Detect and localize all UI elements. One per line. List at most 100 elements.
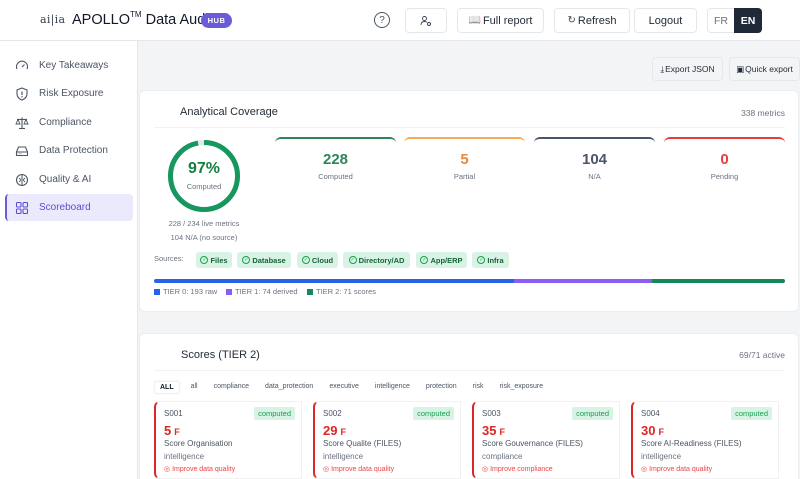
filter-risk[interactable]: risk (472, 383, 484, 390)
score-grade: F (658, 427, 664, 437)
filter-all[interactable]: all (190, 383, 198, 390)
user-gear-icon (420, 15, 431, 26)
sidebar-item-label: Key Takeaways (39, 60, 109, 71)
divider (154, 370, 785, 371)
stat-partial: 5 Partial (404, 137, 525, 187)
sidebar-item-label: Quality & AI (39, 174, 92, 185)
filter-executive[interactable]: executive (329, 383, 359, 390)
gauge-icon (15, 59, 29, 73)
stat-label: N/A (588, 172, 601, 181)
legend-tier1: TIER 1: 74 derived (226, 287, 298, 296)
status-badge: computed (572, 407, 613, 420)
stat-computed: 228 Computed (275, 137, 396, 187)
score-card-s002[interactable]: S002 computed 29 F Score Qualite (FILES) … (313, 401, 461, 479)
score-card-s004[interactable]: S004 computed 30 F Score AI-Readiness (FI… (631, 401, 779, 479)
export-json-button[interactable]: ⤓ Export JSON (652, 57, 723, 81)
check-circle-icon: ✓ (200, 256, 209, 264)
score-number: 30 (641, 423, 656, 438)
coverage-ring (168, 140, 240, 212)
logout-button[interactable]: Logout (634, 8, 697, 33)
action-label: Improve data quality (172, 466, 236, 473)
tier2-segment (652, 279, 785, 283)
sidebar-item-label: Scoreboard (39, 202, 91, 213)
sidebar-item-quality-ai[interactable]: Quality & AI (5, 166, 133, 193)
tier0-segment (154, 279, 515, 283)
filter-compliance[interactable]: compliance (213, 383, 250, 390)
score-number: 35 (482, 423, 497, 438)
source-chip-app-erp: ✓ App/ERP (416, 252, 467, 268)
legend-label: TIER 2: 71 scores (316, 287, 377, 296)
hub-badge: HUB (201, 13, 232, 28)
action-label: Improve compliance (490, 466, 553, 473)
legend-swatch (154, 288, 160, 295)
export-json-label: Export JSON (665, 64, 715, 74)
sidebar-item-label: Risk Exposure (39, 88, 104, 99)
status-badge: computed (254, 407, 295, 420)
sidebar-item-data-protection[interactable]: Data Protection (5, 137, 133, 164)
legend-swatch (307, 288, 313, 295)
brain-icon (15, 173, 29, 187)
stat-value: 104 (581, 151, 608, 168)
score-action-link[interactable]: ◎ Improve data quality (164, 465, 235, 473)
help-button[interactable]: ? (374, 12, 390, 28)
tier-distribution-bar (154, 279, 785, 283)
check-circle-icon: ✓ (301, 256, 310, 264)
score-category: compliance (482, 452, 523, 461)
chip-label: Infra (487, 255, 504, 265)
score-value: 29 F (323, 423, 346, 438)
score-id: S002 (323, 409, 342, 418)
filter-intelligence[interactable]: intelligence (374, 383, 410, 390)
filter-data-protection[interactable]: data_protection (265, 383, 314, 390)
sidebar: Key Takeaways Risk Exposure Compliance D… (0, 41, 138, 479)
quick-export-label: Quick export (745, 64, 793, 74)
quick-export-button[interactable]: ▣ Quick export (729, 57, 800, 81)
filter-protection[interactable]: protection (425, 383, 457, 390)
legend-tier0: TIER 0: 193 raw (154, 287, 217, 296)
score-number: 5 (164, 423, 172, 438)
score-action-link[interactable]: ◎ Improve data quality (323, 465, 394, 473)
trademark: TM (130, 10, 142, 19)
source-chip-cloud: ✓ Cloud (297, 252, 338, 268)
score-action-link[interactable]: ◎ Improve data quality (641, 465, 712, 473)
refresh-button[interactable]: ↻ Refresh (554, 8, 630, 33)
sidebar-item-compliance[interactable]: Compliance (5, 109, 133, 136)
user-settings-button[interactable] (405, 8, 447, 33)
legend-tier2: TIER 2: 71 scores (307, 287, 376, 296)
score-grade: F (340, 427, 346, 437)
score-action-link[interactable]: ◎ Improve compliance (482, 465, 553, 473)
legend-swatch (226, 288, 232, 295)
lang-en-button[interactable]: EN (734, 8, 762, 33)
chip-label: App/ERP (430, 255, 463, 265)
full-report-button[interactable]: 📖 Full report (457, 8, 544, 33)
score-grade: F (174, 427, 180, 437)
filter-ALL[interactable]: ALL (154, 381, 180, 394)
source-chip-database: ✓ Database (237, 252, 291, 268)
stat-label: Partial (453, 172, 476, 181)
action-label: Improve data quality (649, 466, 713, 473)
score-card-s003[interactable]: S003 computed 35 F Score Gouvernance (FIL… (472, 401, 620, 479)
sidebar-item-scoreboard[interactable]: Scoreboard (5, 194, 133, 221)
score-category: intelligence (164, 452, 205, 461)
grid-icon (15, 201, 29, 215)
sidebar-item-risk-exposure[interactable]: Risk Exposure (5, 80, 133, 107)
target-icon: ◎ (641, 466, 650, 473)
sidebar-item-key-takeaways[interactable]: Key Takeaways (5, 52, 133, 79)
score-name: Score Organisation (164, 439, 233, 448)
filter-risk-exposure[interactable]: risk_exposure (499, 383, 544, 390)
stat-value: 228 (322, 151, 349, 168)
stat-pending: 0 Pending (664, 137, 785, 187)
lang-fr-button[interactable]: FR (707, 8, 734, 33)
sidebar-item-label: Data Protection (39, 145, 108, 156)
stat-label: Computed (318, 172, 353, 181)
shield-alert-icon (15, 86, 29, 101)
scores-title: Scores (TIER 2) (181, 349, 260, 361)
category-filter-bar: ALL all compliance data_protection execu… (154, 381, 554, 394)
chip-label: Database (252, 255, 286, 265)
score-id: S003 (482, 409, 501, 418)
score-category: intelligence (323, 452, 364, 461)
stat-label: Pending (710, 172, 739, 181)
tier1-segment (514, 279, 653, 283)
stat-value: 5 (460, 151, 469, 168)
